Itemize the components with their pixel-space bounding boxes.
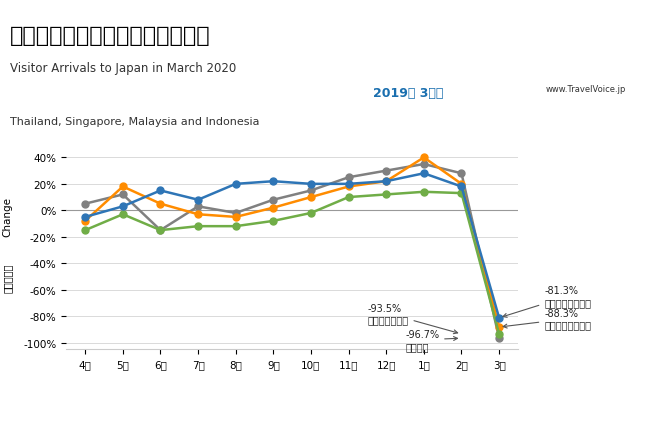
Text: -96.7%
（タイ）: -96.7% （タイ） bbox=[405, 329, 457, 351]
Text: 2019年 3月期: 2019年 3月期 bbox=[373, 87, 444, 100]
Text: -93.5%
（マレーシア）: -93.5% （マレーシア） bbox=[367, 303, 457, 334]
Text: 訪日外国人数（国・地域別比較）: 訪日外国人数（国・地域別比較） bbox=[10, 26, 210, 46]
Text: travel: travel bbox=[578, 26, 620, 39]
Text: Visitor Arrivals to Japan in March 2020: Visitor Arrivals to Japan in March 2020 bbox=[10, 62, 236, 75]
Text: -88.3%
（シンガポール）: -88.3% （シンガポール） bbox=[503, 308, 591, 330]
Text: voice: voice bbox=[581, 50, 618, 63]
Text: Change: Change bbox=[3, 196, 13, 236]
Text: www.TravelVoice.jp: www.TravelVoice.jp bbox=[546, 85, 626, 94]
Text: タイ・シンガポール・マレーシア・インドネシア: タイ・シンガポール・マレーシア・インドネシア bbox=[17, 87, 181, 100]
Text: Thailand, Singapore, Malaysia and Indonesia: Thailand, Singapore, Malaysia and Indone… bbox=[10, 117, 260, 127]
Text: -81.3%
（インドネシア）: -81.3% （インドネシア） bbox=[503, 286, 591, 317]
Text: （前年比）: （前年比） bbox=[3, 263, 13, 292]
